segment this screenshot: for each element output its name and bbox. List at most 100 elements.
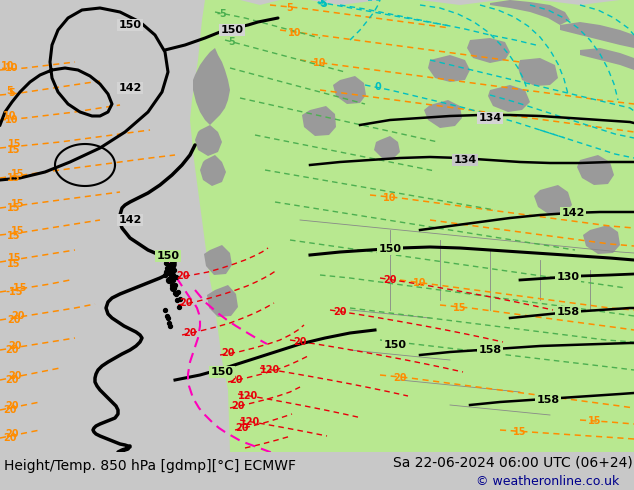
Text: 15: 15 (514, 427, 527, 437)
Polygon shape (488, 85, 530, 112)
Point (174, 303, 184, 311)
Text: 20: 20 (3, 405, 16, 415)
Point (168, 276, 178, 284)
Text: 10: 10 (5, 63, 19, 73)
Text: -5: -5 (316, 0, 327, 8)
Point (165, 322, 175, 330)
Text: 120: 120 (260, 365, 280, 375)
Point (168, 284, 178, 292)
Point (163, 314, 173, 322)
Text: -5: -5 (318, 0, 328, 9)
Text: 158: 158 (536, 395, 560, 405)
Text: 20: 20 (7, 315, 21, 325)
Polygon shape (560, 22, 634, 48)
Text: 20: 20 (11, 311, 25, 321)
Text: -15: -15 (5, 287, 23, 297)
Text: 120: 120 (240, 417, 260, 427)
Polygon shape (583, 225, 620, 254)
Text: 5: 5 (229, 37, 235, 47)
Text: 130: 130 (557, 272, 579, 282)
Point (163, 266, 173, 274)
Text: 20: 20 (8, 371, 22, 381)
Text: 142: 142 (119, 83, 141, 93)
Text: 15: 15 (11, 226, 25, 236)
Text: 134: 134 (479, 113, 501, 123)
Point (162, 268, 172, 276)
Text: 5: 5 (9, 88, 15, 98)
Polygon shape (467, 38, 510, 63)
Text: 15: 15 (453, 303, 467, 313)
Text: 15: 15 (7, 203, 21, 213)
Point (164, 276, 174, 284)
Point (171, 273, 181, 281)
Text: 20: 20 (333, 307, 347, 317)
Text: Sa 22-06-2024 06:00 UTC (06+24): Sa 22-06-2024 06:00 UTC (06+24) (393, 456, 633, 469)
Text: 158: 158 (557, 307, 579, 317)
Text: 158: 158 (479, 345, 501, 355)
Text: 15: 15 (7, 145, 21, 155)
Text: 20: 20 (5, 375, 19, 385)
Text: 15: 15 (11, 169, 25, 179)
Point (160, 306, 170, 314)
Text: 20: 20 (294, 337, 307, 347)
Text: 15: 15 (7, 231, 21, 241)
Text: 20: 20 (183, 328, 197, 338)
Point (162, 312, 172, 320)
Point (165, 274, 175, 282)
Text: 15: 15 (8, 253, 22, 263)
Polygon shape (302, 106, 336, 136)
Text: 10: 10 (313, 58, 327, 68)
Text: 150: 150 (378, 244, 401, 254)
Text: 20: 20 (179, 298, 193, 308)
Point (173, 288, 183, 296)
Polygon shape (195, 125, 222, 156)
Point (164, 319, 174, 327)
Polygon shape (200, 155, 226, 186)
Point (169, 283, 179, 291)
Text: -5: -5 (217, 9, 228, 19)
Point (169, 266, 179, 274)
Point (165, 264, 175, 272)
Text: 142: 142 (561, 208, 585, 218)
Text: 150: 150 (119, 20, 141, 30)
Text: 120: 120 (238, 391, 258, 401)
Point (175, 295, 185, 303)
Point (162, 264, 172, 272)
Text: 15: 15 (7, 173, 21, 183)
Point (171, 290, 181, 298)
Polygon shape (204, 245, 232, 275)
Text: 5: 5 (6, 86, 13, 96)
Text: 10: 10 (1, 61, 15, 71)
Point (161, 259, 171, 267)
Text: 150: 150 (157, 251, 179, 261)
Point (167, 271, 177, 279)
Point (170, 281, 180, 289)
Text: 20: 20 (3, 433, 16, 443)
Text: 10: 10 (5, 115, 19, 125)
Point (167, 281, 177, 289)
Text: 150: 150 (221, 25, 243, 35)
Text: 10: 10 (383, 193, 397, 203)
Text: 20: 20 (8, 341, 22, 351)
Text: 15: 15 (7, 259, 21, 269)
Polygon shape (577, 155, 614, 185)
Polygon shape (518, 58, 558, 86)
Text: 142: 142 (119, 215, 141, 225)
Polygon shape (190, 0, 634, 452)
Text: 5: 5 (287, 3, 294, 13)
Point (160, 271, 170, 279)
Text: 20: 20 (5, 345, 19, 355)
Text: 20: 20 (231, 401, 245, 411)
Text: 20: 20 (5, 429, 19, 439)
Point (167, 259, 177, 267)
Polygon shape (374, 136, 400, 158)
Text: 15: 15 (8, 139, 22, 149)
Text: 15: 15 (588, 416, 602, 426)
Text: 20: 20 (5, 401, 19, 411)
Polygon shape (207, 285, 238, 317)
Text: 0: 0 (375, 82, 382, 92)
Polygon shape (424, 100, 462, 128)
Polygon shape (534, 185, 572, 215)
Text: 150: 150 (210, 367, 233, 377)
Text: 134: 134 (453, 155, 477, 165)
